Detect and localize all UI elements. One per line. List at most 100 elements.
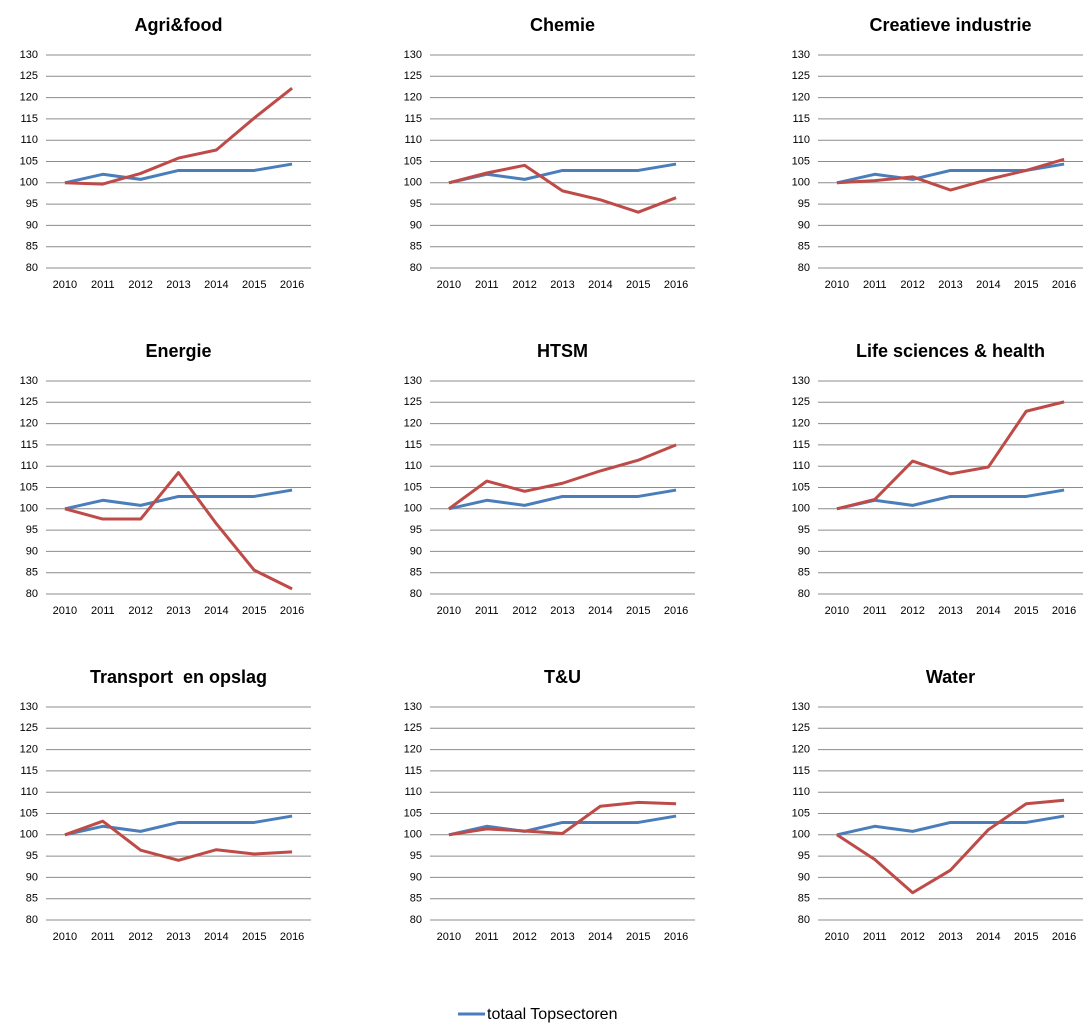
x-tick-label: 2013: [166, 279, 190, 291]
x-tick-label: 2011: [91, 605, 115, 617]
y-tick-label: 125: [792, 70, 810, 82]
x-tick-label: 2016: [1052, 931, 1076, 943]
y-tick-label: 115: [404, 765, 422, 777]
y-tick-label: 100: [20, 503, 38, 515]
y-tick-label: 110: [792, 460, 810, 472]
x-tick-label: 2010: [825, 931, 849, 943]
y-tick-label: 130: [792, 375, 810, 387]
y-tick-label: 95: [410, 198, 422, 210]
y-tick-label: 110: [20, 786, 38, 798]
x-tick-label: 2013: [166, 931, 190, 943]
x-tick-label: 2012: [900, 279, 924, 291]
y-tick-label: 130: [20, 375, 38, 387]
y-tick-label: 95: [26, 850, 38, 862]
y-tick-label: 100: [20, 829, 38, 841]
y-tick-label: 80: [798, 588, 810, 600]
y-tick-label: 95: [798, 524, 810, 536]
x-tick-label: 2013: [166, 605, 190, 617]
y-tick-label: 80: [798, 914, 810, 926]
y-tick-label: 80: [410, 588, 422, 600]
y-tick-label: 105: [404, 807, 422, 819]
x-tick-label: 2012: [128, 931, 152, 943]
y-tick-label: 115: [792, 113, 810, 125]
series-line: [448, 800, 677, 837]
y-tick-label: 110: [20, 460, 38, 472]
x-tick-label: 2015: [626, 931, 650, 943]
x-tick-label: 2010: [437, 279, 461, 291]
x-tick-label: 2016: [664, 279, 688, 291]
y-tick-label: 90: [798, 545, 810, 557]
y-tick-label: 115: [792, 765, 810, 777]
y-tick-label: 120: [792, 418, 810, 430]
x-tick-label: 2012: [512, 931, 536, 943]
x-tick-label: 2011: [91, 931, 115, 943]
y-tick-label: 90: [410, 545, 422, 557]
y-tick-label: 90: [26, 219, 38, 231]
y-tick-label: 110: [792, 786, 810, 798]
y-tick-label: 90: [410, 219, 422, 231]
x-tick-label: 2011: [91, 279, 115, 291]
y-tick-label: 125: [404, 396, 422, 408]
y-tick-label: 100: [792, 177, 810, 189]
x-tick-label: 2010: [53, 931, 77, 943]
y-tick-label: 105: [20, 481, 38, 493]
y-tick-label: 110: [20, 134, 38, 146]
x-tick-label: 2014: [204, 279, 228, 291]
y-tick-label: 85: [26, 893, 38, 905]
series-line: [64, 471, 293, 591]
x-tick-label: 2014: [588, 605, 612, 617]
x-tick-label: 2013: [550, 605, 574, 617]
x-tick-label: 2015: [626, 605, 650, 617]
x-tick-label: 2013: [550, 931, 574, 943]
y-tick-label: 125: [20, 70, 38, 82]
y-tick-label: 125: [404, 722, 422, 734]
x-tick-label: 2016: [1052, 605, 1076, 617]
x-tick-label: 2014: [976, 279, 1000, 291]
x-tick-label: 2010: [53, 279, 77, 291]
x-tick-label: 2016: [280, 605, 304, 617]
y-tick-label: 120: [792, 744, 810, 756]
y-tick-label: 110: [792, 134, 810, 146]
chart-title: Life sciences & health: [856, 341, 1045, 361]
y-tick-label: 100: [404, 829, 422, 841]
y-tick-label: 125: [20, 722, 38, 734]
y-tick-label: 80: [410, 914, 422, 926]
x-tick-label: 2010: [437, 931, 461, 943]
y-tick-label: 115: [20, 439, 38, 451]
x-tick-label: 2015: [1014, 605, 1038, 617]
x-tick-label: 2011: [863, 605, 887, 617]
series-line: [448, 163, 677, 214]
y-tick-label: 115: [792, 439, 810, 451]
x-tick-label: 2012: [128, 605, 152, 617]
x-tick-label: 2015: [242, 605, 266, 617]
y-tick-label: 125: [792, 396, 810, 408]
y-tick-label: 100: [404, 177, 422, 189]
chart-title: Water: [926, 667, 975, 687]
series-line: [64, 488, 293, 511]
y-tick-label: 130: [404, 375, 422, 387]
y-tick-label: 115: [20, 113, 38, 125]
x-tick-label: 2013: [550, 279, 574, 291]
x-tick-label: 2011: [475, 931, 499, 943]
series-line: [836, 400, 1065, 511]
x-tick-label: 2011: [863, 931, 887, 943]
y-tick-label: 125: [792, 722, 810, 734]
x-tick-label: 2010: [53, 605, 77, 617]
y-tick-label: 105: [404, 481, 422, 493]
x-tick-label: 2016: [1052, 279, 1076, 291]
y-tick-label: 95: [26, 524, 38, 536]
x-tick-label: 2011: [475, 279, 499, 291]
chart-title: HTSM: [537, 341, 588, 361]
x-tick-label: 2013: [938, 605, 962, 617]
y-tick-label: 115: [404, 113, 422, 125]
x-tick-label: 2016: [664, 605, 688, 617]
x-tick-label: 2015: [1014, 931, 1038, 943]
y-tick-label: 120: [404, 92, 422, 104]
x-tick-label: 2015: [1014, 279, 1038, 291]
y-tick-label: 95: [798, 850, 810, 862]
chart-title: Chemie: [530, 15, 595, 35]
y-tick-label: 130: [792, 701, 810, 713]
y-tick-label: 110: [404, 786, 422, 798]
y-tick-label: 130: [20, 49, 38, 61]
